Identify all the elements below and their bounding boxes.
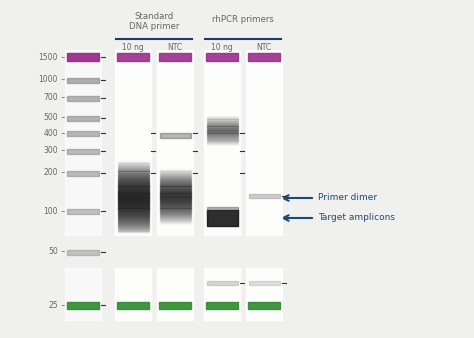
Text: 10 ng: 10 ng: [211, 43, 233, 52]
Text: Standard
DNA primer: Standard DNA primer: [129, 12, 179, 31]
Text: 50: 50: [48, 247, 58, 257]
Text: 1000: 1000: [38, 75, 58, 84]
Text: –: –: [59, 128, 65, 138]
Text: Primer dimer: Primer dimer: [318, 193, 377, 202]
Text: 700: 700: [44, 94, 58, 102]
Text: NTC: NTC: [167, 43, 182, 52]
Text: 25: 25: [48, 300, 58, 310]
Text: –: –: [59, 52, 65, 62]
Text: –: –: [59, 146, 65, 155]
Text: 500: 500: [44, 114, 58, 122]
Text: –: –: [59, 207, 65, 216]
Text: –: –: [59, 300, 65, 310]
Text: –: –: [59, 75, 65, 84]
Text: 10 ng: 10 ng: [122, 43, 144, 52]
Text: 1500: 1500: [38, 52, 58, 62]
Text: 200: 200: [44, 169, 58, 177]
Text: –: –: [59, 94, 65, 102]
Text: –: –: [59, 169, 65, 177]
Text: rhPCR primers: rhPCR primers: [212, 15, 274, 24]
Text: Target amplicons: Target amplicons: [318, 214, 395, 222]
Text: 300: 300: [44, 146, 58, 155]
Text: –: –: [59, 114, 65, 122]
Text: 400: 400: [44, 128, 58, 138]
Text: NTC: NTC: [256, 43, 272, 52]
Text: –: –: [59, 247, 65, 257]
Text: 100: 100: [44, 207, 58, 216]
